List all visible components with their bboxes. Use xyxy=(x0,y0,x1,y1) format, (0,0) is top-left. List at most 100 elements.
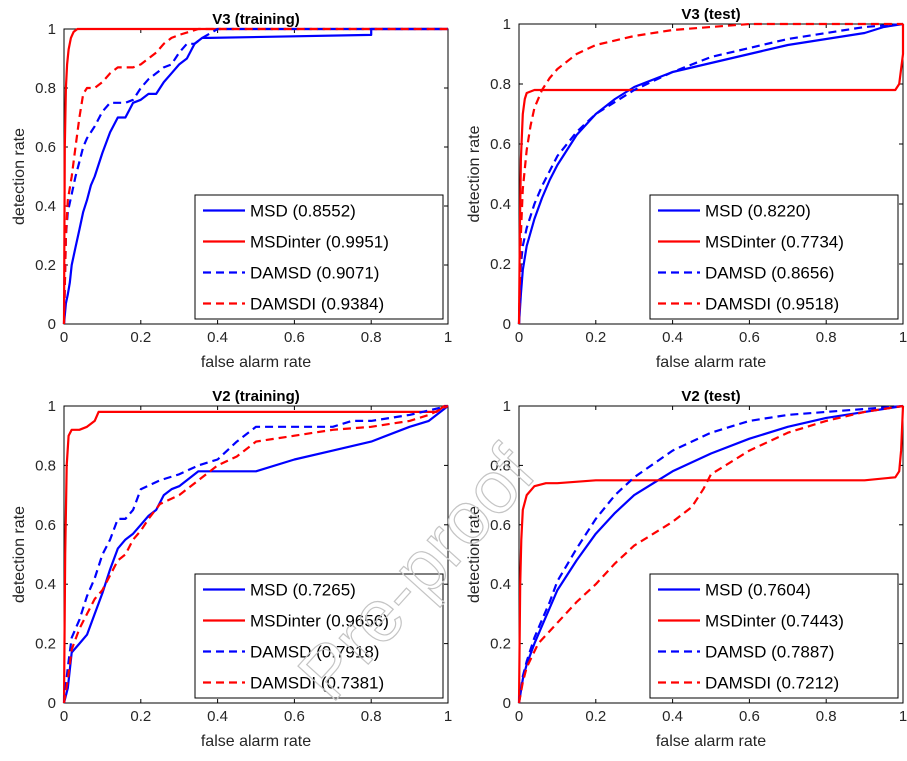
x-tick-label: 0.8 xyxy=(361,329,382,346)
legend-label: MSD (0.8220) xyxy=(705,202,811,221)
chart-panel-4: 0 0.2 0.4 0.6 0.8 1 0 0.2 0.4 0.6 0.8 1 false alarm … xyxy=(466,388,907,750)
series-line-3 xyxy=(62,404,449,704)
legend-label: DAMSD (0.9071) xyxy=(250,264,379,283)
legend-label: DAMSDI (0.9518) xyxy=(705,295,839,314)
series-line-3 xyxy=(62,27,448,325)
legend-label: MSD (0.7265) xyxy=(250,581,356,600)
x-tick-label: 0.2 xyxy=(130,329,151,346)
y-tick-label: 0.4 xyxy=(35,198,56,215)
x-tick-label: 0.2 xyxy=(585,708,606,725)
panel-title: V2 (test) xyxy=(681,388,740,405)
series-line-2 xyxy=(517,24,905,325)
series-line-4 xyxy=(517,404,904,704)
series-line-4 xyxy=(517,22,903,325)
legend-label: DAMSDI (0.7381) xyxy=(250,674,384,693)
y-tick-label: 0 xyxy=(48,695,56,712)
legend-label: MSDinter (0.7443) xyxy=(705,612,844,631)
y-tick-label: 0.4 xyxy=(490,196,511,213)
x-tick-label: 0 xyxy=(515,708,523,725)
series-line-3 xyxy=(517,22,904,325)
plot-area-frame xyxy=(518,23,904,325)
y-tick-label: 1 xyxy=(503,16,511,33)
x-tick-label: 0.6 xyxy=(284,708,305,725)
y-tick-label: 1 xyxy=(48,21,56,38)
y-tick-label: 0.6 xyxy=(35,517,56,534)
legend: MSD (0.8552) MSDinter (0.9951) DAMSD (0.90… xyxy=(194,194,444,320)
y-tick-label: 0 xyxy=(48,316,56,333)
y-axis-title: detection rate xyxy=(11,128,28,225)
y-tick-label: 0.8 xyxy=(490,457,511,474)
series-line-1 xyxy=(517,404,904,704)
chart-panel-2: 0 0.2 0.4 0.6 0.8 1 0 0.2 0.4 0.6 0.8 1 false alarm … xyxy=(466,6,907,371)
x-tick-label: 0 xyxy=(60,708,68,725)
legend-label: DAMSD (0.7887) xyxy=(705,643,834,662)
y-tick-label: 0.2 xyxy=(35,257,56,274)
y-tick-label: 0 xyxy=(503,316,511,333)
y-tick-label: 0.4 xyxy=(35,576,56,593)
series-line-3 xyxy=(517,404,904,704)
legend-label: MSDinter (0.9951) xyxy=(250,233,389,252)
legend-label: DAMSDI (0.7212) xyxy=(705,674,839,693)
x-tick-label: 0.4 xyxy=(662,329,683,346)
legend-box xyxy=(194,573,444,699)
y-tick-label: 0.2 xyxy=(490,256,511,273)
x-tick-label: 0.4 xyxy=(662,708,683,725)
x-tick-label: 0 xyxy=(515,329,523,346)
x-tick-label: 0.4 xyxy=(207,329,228,346)
series-line-2 xyxy=(62,404,448,704)
y-axis-title: detection rate xyxy=(11,506,28,603)
y-tick-label: 0.6 xyxy=(490,517,511,534)
series-line-4 xyxy=(62,405,449,704)
legend-label: MSD (0.8552) xyxy=(250,202,356,221)
x-tick-label: 1 xyxy=(444,329,452,346)
y-tick-label: 0.8 xyxy=(35,80,56,97)
y-tick-label: 1 xyxy=(503,398,511,415)
y-tick-label: 0 xyxy=(503,695,511,712)
x-tick-label: 0.8 xyxy=(816,329,837,346)
legend-label: DAMSD (0.7918) xyxy=(250,643,379,662)
x-tick-label: 1 xyxy=(899,708,907,725)
x-axis-title: false alarm rate xyxy=(201,354,311,371)
y-axis-title: detection rate xyxy=(466,506,483,603)
plot-area-frame xyxy=(518,405,904,704)
x-tick-label: 0.6 xyxy=(284,329,305,346)
x-tick-label: 0.6 xyxy=(739,708,760,725)
series-line-1 xyxy=(517,22,904,325)
x-tick-label: 0.2 xyxy=(130,708,151,725)
legend: MSD (0.7604) MSDinter (0.7443) DAMSD (0.78… xyxy=(649,573,899,699)
panel-title: V3 (training) xyxy=(212,11,300,28)
legend-label: MSD (0.7604) xyxy=(705,581,811,600)
x-tick-label: 0.8 xyxy=(361,708,382,725)
legend: MSD (0.7265) MSDinter (0.9656) DAMSD (0.79… xyxy=(194,573,444,699)
x-tick-label: 0 xyxy=(60,329,68,346)
panel-title: V3 (test) xyxy=(681,6,740,23)
legend-label: DAMSDI (0.9384) xyxy=(250,295,384,314)
legend-box xyxy=(194,194,444,320)
x-axis-title: false alarm rate xyxy=(656,733,766,750)
legend-box xyxy=(649,194,899,320)
legend-box xyxy=(649,573,899,699)
legend-label: MSDinter (0.9656) xyxy=(250,612,389,631)
y-axis-title: detection rate xyxy=(466,125,483,222)
x-axis-title: false alarm rate xyxy=(201,733,311,750)
y-tick-label: 0.4 xyxy=(490,576,511,593)
x-tick-label: 0.6 xyxy=(739,329,760,346)
y-tick-label: 0.6 xyxy=(35,139,56,156)
panel-title: V2 (training) xyxy=(212,388,300,405)
chart-panel-1: 0 0.2 0.4 0.6 0.8 1 0 0.2 0.4 0.6 0.8 1 false alarm … xyxy=(11,11,452,371)
x-axis-title: false alarm rate xyxy=(656,354,766,371)
legend: MSD (0.8220) MSDinter (0.7734) DAMSD (0.86… xyxy=(649,194,899,320)
legend-label: DAMSD (0.8656) xyxy=(705,264,834,283)
plot-area-frame xyxy=(63,405,449,704)
y-tick-label: 0.8 xyxy=(490,76,511,93)
y-tick-label: 1 xyxy=(48,398,56,415)
x-tick-label: 1 xyxy=(899,329,907,346)
x-tick-label: 0.2 xyxy=(585,329,606,346)
series-line-4 xyxy=(62,27,448,325)
legend-label: MSDinter (0.7734) xyxy=(705,233,844,252)
x-tick-label: 0.4 xyxy=(207,708,228,725)
series-line-2 xyxy=(62,27,448,325)
series-line-2 xyxy=(517,405,905,704)
y-tick-label: 0.2 xyxy=(490,636,511,653)
